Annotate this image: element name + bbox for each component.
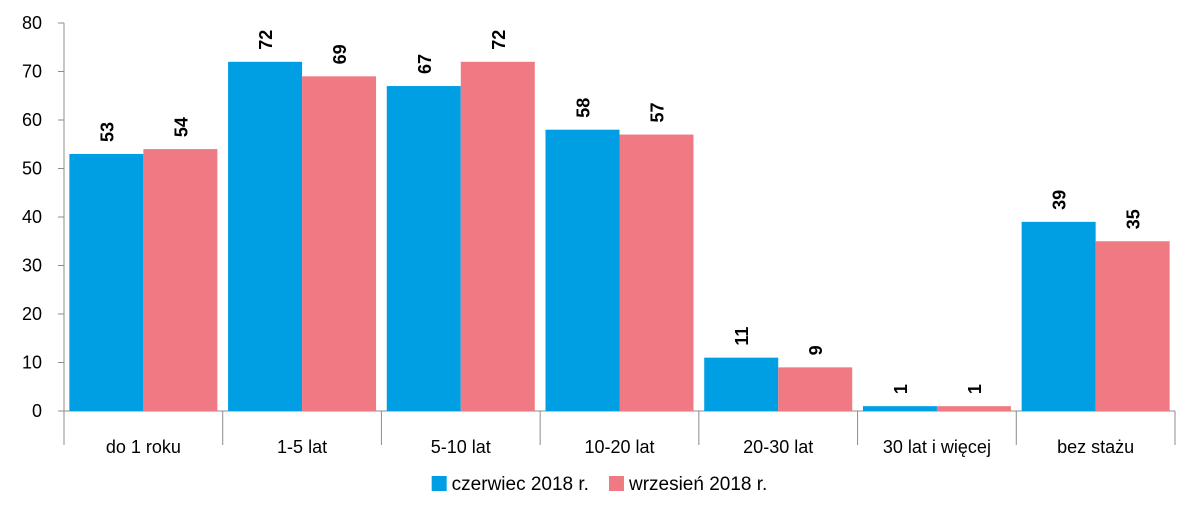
data-label: 57	[648, 103, 668, 123]
data-label: 72	[256, 30, 276, 50]
x-tick-label: 20-30 lat	[743, 437, 813, 457]
legend-swatch	[431, 476, 447, 491]
y-tick-label: 10	[22, 353, 42, 373]
data-label: 54	[171, 117, 191, 137]
bar	[545, 129, 620, 411]
bar	[936, 406, 1011, 411]
y-tick-label: 60	[22, 110, 42, 130]
data-label: 53	[97, 122, 117, 142]
bar	[69, 153, 144, 411]
x-tick-label: do 1 roku	[106, 437, 181, 457]
y-tick-label: 40	[22, 207, 42, 227]
data-label: 1	[891, 384, 911, 394]
x-tick-label: bez stażu	[1057, 437, 1134, 457]
x-tick-label: 30 lat i więcej	[883, 437, 991, 457]
x-tick-label: 5-10 lat	[431, 437, 491, 457]
bar	[778, 367, 853, 411]
bar	[704, 357, 779, 411]
y-tick-label: 20	[22, 304, 42, 324]
legend-swatch	[608, 476, 624, 491]
y-tick-label: 80	[22, 13, 42, 33]
y-tick-label: 0	[32, 401, 42, 421]
data-label: 58	[574, 98, 594, 118]
bar	[143, 149, 218, 411]
y-tick-label: 70	[22, 62, 42, 82]
bar	[228, 61, 303, 412]
bars	[69, 61, 1170, 412]
bar	[1095, 241, 1170, 411]
x-tick-label: 1-5 lat	[277, 437, 327, 457]
data-label: 67	[415, 54, 435, 74]
bar	[862, 406, 937, 411]
legend: czerwiec 2018 r. wrzesień 2018 r.	[431, 474, 767, 495]
legend-label: wrzesień 2018 r.	[628, 474, 767, 495]
data-label: 39	[1050, 190, 1070, 210]
x-tick-label: 10-20 lat	[584, 437, 654, 457]
bar	[460, 61, 535, 412]
data-label: 35	[1124, 209, 1144, 229]
y-tick-label: 30	[22, 256, 42, 276]
data-label: 69	[330, 44, 350, 64]
bar	[386, 86, 461, 412]
data-label: 72	[489, 30, 509, 50]
data-label: 1	[965, 384, 985, 394]
data-label: 11	[732, 327, 752, 346]
bar	[619, 134, 694, 412]
y-tick-label: 50	[22, 159, 42, 179]
bar	[302, 76, 377, 411]
bar	[1021, 221, 1096, 411]
legend-label: czerwiec 2018 r.	[452, 474, 589, 495]
axes: 0 10 20 30 40 50 60 70 80 do 1 roku 1-5 lat 5-10 la…	[22, 13, 1176, 457]
data-label: 9	[806, 345, 826, 355]
